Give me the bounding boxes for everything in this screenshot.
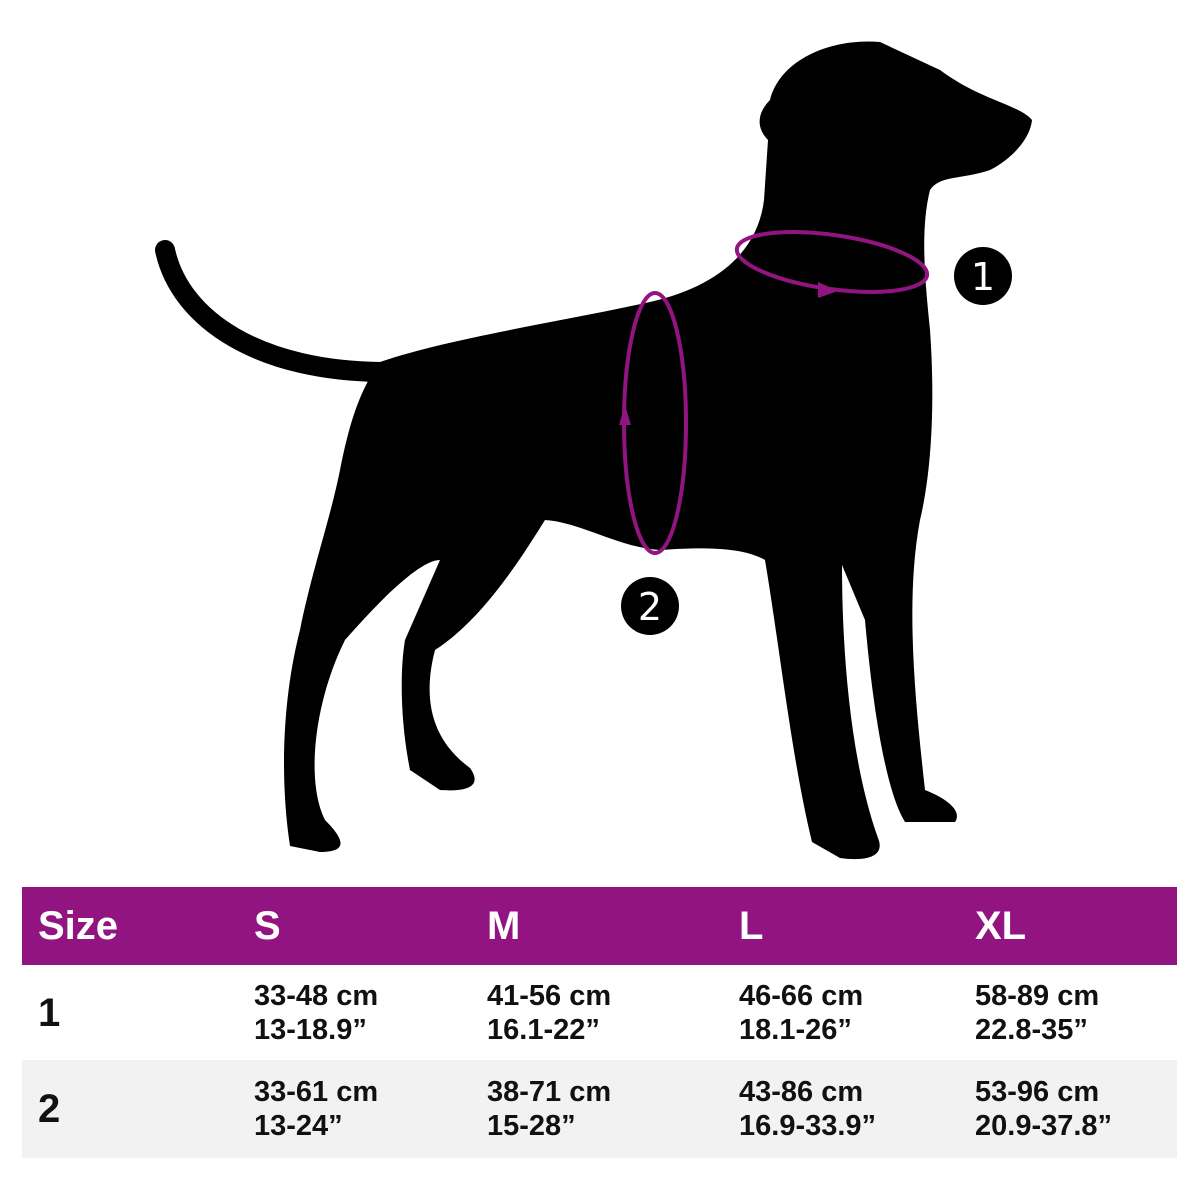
neck-arrow-icon xyxy=(818,282,838,298)
row-label: 1 xyxy=(22,965,254,1060)
header-m: M xyxy=(487,887,739,965)
marker-2: 2 xyxy=(621,577,679,635)
size-table: Size S M L XL 1 33-48 cm 13-18.9” 41-56 c… xyxy=(22,887,1177,1158)
header-size: Size xyxy=(22,887,254,965)
table-cell: 33-48 cm 13-18.9” xyxy=(254,965,487,1060)
header-s: S xyxy=(254,887,487,965)
row-label: 2 xyxy=(22,1060,254,1158)
dog-silhouette xyxy=(284,41,1032,860)
table-header-row: Size S M L XL xyxy=(22,887,1177,965)
marker-1-label: 1 xyxy=(971,255,995,299)
table-cell: 43-86 cm 16.9-33.9” xyxy=(739,1060,975,1158)
table-cell: 33-61 cm 13-24” xyxy=(254,1060,487,1158)
table-cell: 58-89 cm 22.8-35” xyxy=(975,965,1177,1060)
table-row: 1 33-48 cm 13-18.9” 41-56 cm 16.1-22” 46-6… xyxy=(22,965,1177,1060)
dog-measurement-diagram: 1 2 xyxy=(155,41,1032,860)
marker-2-label: 2 xyxy=(638,585,662,629)
marker-1: 1 xyxy=(954,247,1012,305)
header-l: L xyxy=(739,887,975,965)
table-cell: 38-71 cm 15-28” xyxy=(487,1060,739,1158)
table-cell: 41-56 cm 16.1-22” xyxy=(487,965,739,1060)
dog-tail xyxy=(155,240,395,382)
chest-arrow-icon xyxy=(619,405,631,425)
table-cell: 53-96 cm 20.9-37.8” xyxy=(975,1060,1177,1158)
header-xl: XL xyxy=(975,887,1177,965)
table-row: 2 33-61 cm 13-24” 38-71 cm 15-28” 43-86 cm… xyxy=(22,1060,1177,1158)
table-cell: 46-66 cm 18.1-26” xyxy=(739,965,975,1060)
